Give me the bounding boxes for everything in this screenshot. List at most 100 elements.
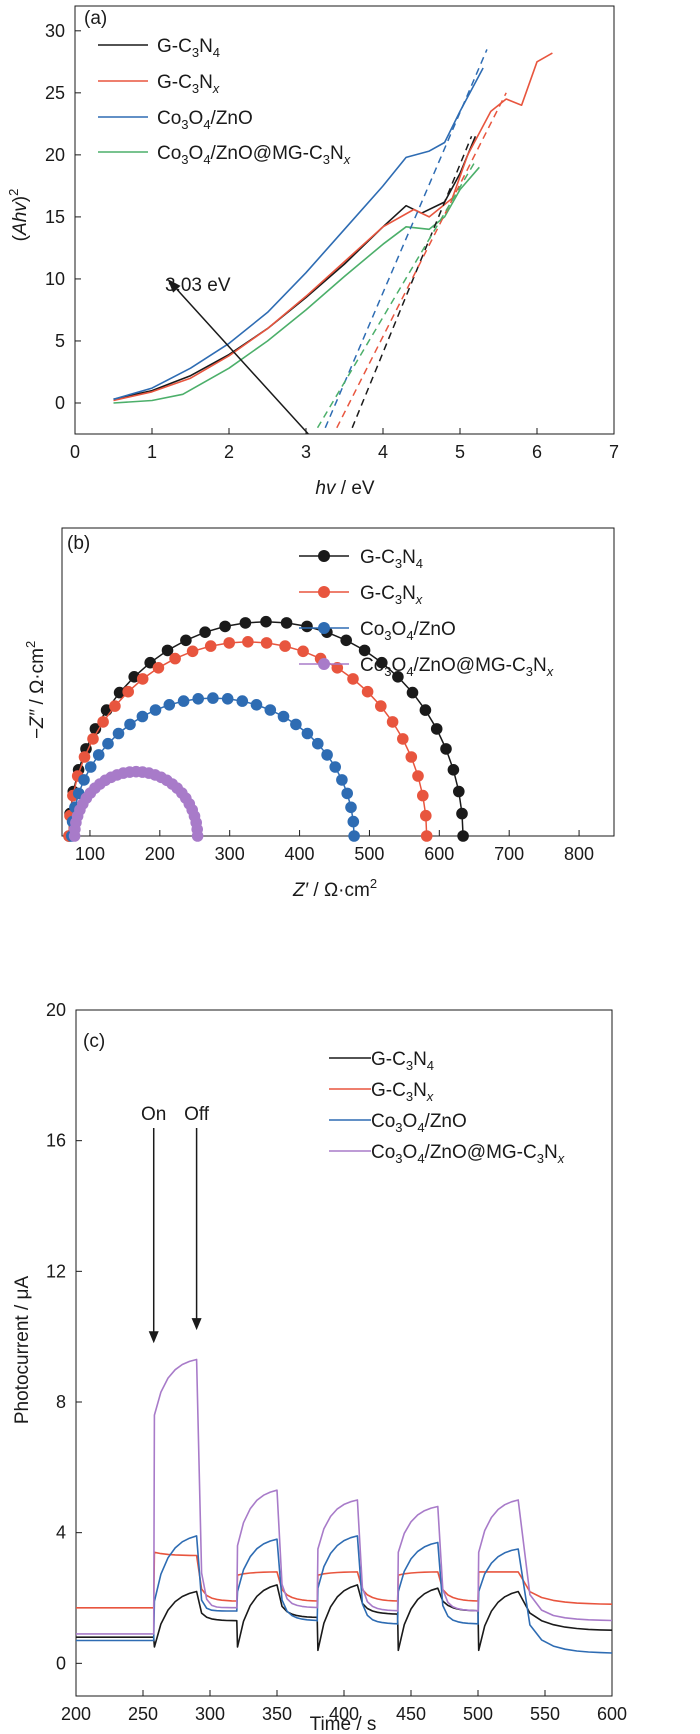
legend-c-g-c3nx-label: G-C3Nx — [371, 1080, 434, 1104]
legend-b-g-c3nx-marker — [318, 586, 330, 598]
series-co3o4-zno-point — [136, 710, 149, 723]
series-co3o4-zno-point — [207, 692, 219, 704]
y-tick-label: 5 — [55, 331, 65, 351]
series-g-c3nx-point — [331, 662, 344, 674]
series-co3o4-zno-point — [341, 787, 354, 800]
x-tick-label: 400 — [285, 844, 315, 864]
series-co3o4-zno-point — [329, 761, 342, 773]
x-tick-label: 7 — [609, 442, 619, 462]
x-tick-label: 300 — [215, 844, 245, 864]
series-co3o4-zno-point — [301, 727, 314, 740]
x-tick-label: 6 — [532, 442, 542, 462]
panel-b-chart: (b) 100 200 300 400 500 600 700 800 Z′ / Ω·cm2 … — [23, 527, 615, 901]
tangent-g_c3n4-line — [351, 135, 473, 429]
annotation-on-label: On — [141, 1104, 166, 1125]
series-g-c3n4-line — [76, 1584, 613, 1652]
legend-c-co3o4-zno-label: Co3O4/ZnO — [371, 1111, 467, 1135]
legend-b-composite-marker — [318, 658, 330, 670]
series-co3o4-zno-point — [345, 801, 357, 814]
x-tick-label: 400 — [329, 1704, 359, 1724]
plot-c-series — [76, 1358, 613, 1654]
y-tick-label: 8 — [56, 1392, 66, 1412]
x-tick-label: 300 — [195, 1704, 225, 1724]
legend-b-g-c3n4-marker — [318, 550, 330, 562]
plot-a-legend: G-C3N4 G-C3Nx Co3O4/ZnO Co3O4/ZnO@MG-C3N… — [98, 36, 351, 167]
tangent-composite_a-line — [316, 160, 477, 429]
series-g-c3nx-point — [397, 733, 409, 745]
series-co3o4-zno-point — [348, 830, 360, 842]
x-tick-label: 0 — [70, 442, 80, 462]
series-g-c3n4-point — [457, 830, 469, 842]
series-co3o4-zno-point — [221, 693, 234, 705]
panel-b-label: (b) — [67, 533, 90, 554]
series-co3o4-zno-point — [84, 761, 97, 773]
x-tick-label: 450 — [396, 1704, 426, 1724]
series-g-c3nx-point — [412, 770, 424, 782]
series-g-c3n4-point — [430, 723, 443, 735]
series-g-c3nx-point — [136, 673, 149, 685]
series-g-c3n4-line — [113, 135, 477, 401]
legend-c-composite-label: Co3O4/ZnO@MG-C3Nx — [371, 1142, 565, 1166]
series-co3o4-zno-point — [312, 737, 324, 750]
series-g-c3nx-line — [113, 52, 553, 402]
x-tick-label: 800 — [564, 844, 594, 864]
annotation-off-label: Off — [184, 1104, 210, 1125]
series-g-c3nx-point — [420, 830, 433, 842]
y-tick-label: 25 — [45, 83, 65, 103]
x-tick-label: 200 — [61, 1704, 91, 1724]
annotation-on-arrowhead — [148, 1331, 159, 1344]
series-g-c3nx-point — [97, 716, 109, 728]
legend-c-g-c3n4-label: G-C3N4 — [371, 1049, 434, 1073]
series-co3o4-zno-point — [236, 695, 249, 707]
series-co3o4-zno-point — [177, 695, 190, 707]
series-g-c3n4-point — [392, 671, 404, 683]
plot-b-y-axis-label: −Z″ / Ω·cm2 — [23, 641, 48, 739]
series-g-c3n4-point — [113, 686, 126, 699]
plot-c-y-axis-label: Photocurrent / μA — [12, 1276, 33, 1425]
series-g-c3nx-point — [417, 789, 429, 802]
series-g-c3nx-point — [152, 662, 165, 674]
legend-b-composite-label: Co3O4/ZnO@MG-C3Nx — [360, 655, 554, 679]
x-tick-label: 250 — [128, 1704, 158, 1724]
plot-a-series — [113, 52, 553, 404]
series-co3o4-zno-point — [321, 749, 333, 761]
x-tick-label: 550 — [530, 1704, 560, 1724]
series-g-c3n4-point — [376, 656, 388, 669]
x-tick-label: 1 — [147, 442, 157, 462]
panel-a-chart: (a) 0 1 2 3 4 5 6 7 0 5 10 15 20 25 30 hv / eV (Ahv)2… — [6, 5, 619, 499]
series-co3o4-zno-point — [112, 727, 125, 740]
series-g-c3n4-point — [161, 644, 174, 657]
series-co3o4-zno-point — [277, 710, 290, 723]
x-tick-label: 600 — [424, 844, 454, 864]
x-tick-label: 4 — [378, 442, 388, 462]
series-g-c3nx-point — [347, 673, 359, 685]
series-co3o4-zno-point — [290, 718, 302, 731]
x-tick-label: 100 — [75, 844, 105, 864]
series-co3o4-zno-mg-c3nx-line — [73, 770, 199, 837]
x-tick-label: 500 — [354, 844, 384, 864]
y-tick-label: 30 — [45, 21, 65, 41]
series-g-c3nx-line — [76, 1551, 613, 1609]
series-co3o4-zno-point — [163, 699, 176, 711]
series-co3o4-zno-mg-c3nx-line — [76, 1358, 613, 1635]
series-g-c3n4-point — [406, 686, 419, 699]
plot-a-annotation-arrow — [176, 288, 309, 435]
plot-b-series — [63, 615, 469, 842]
series-g-c3n4-point — [340, 634, 353, 647]
series-co3o4-zno-point — [336, 774, 348, 786]
legend-b-g-c3n4-label: G-C3N4 — [360, 547, 423, 571]
plot-c-annotations: On Off — [141, 1104, 210, 1344]
plot-a-y-ticks: 0 5 10 15 20 25 30 — [45, 21, 81, 413]
series-g-c3n4-point — [239, 617, 252, 629]
series-g-c3nx-point — [242, 636, 254, 648]
series-g-c3n4-point — [180, 634, 192, 647]
plot-b-frame — [61, 527, 615, 837]
series-co3o4-zno-point — [250, 699, 263, 711]
series-g-c3n4-point — [199, 626, 211, 638]
series-co3o4-zno-point — [192, 693, 204, 705]
legend-b-co3o4-zno-label: Co3O4/ZnO — [360, 619, 456, 643]
y-tick-label: 20 — [46, 1000, 66, 1020]
y-tick-label: 12 — [46, 1261, 66, 1281]
series-g-c3n4-point — [419, 704, 432, 716]
series-co3o4-zno-line — [113, 67, 484, 401]
